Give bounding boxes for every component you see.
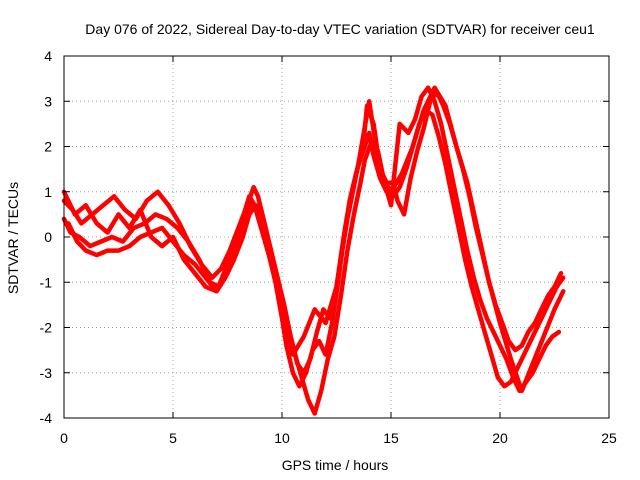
x-axis-ticks: 0 5 10 15 20 25: [60, 56, 617, 446]
y-tick-label: 3: [44, 93, 52, 109]
x-tick-label: 10: [274, 430, 290, 446]
y-tick-label: 4: [44, 48, 52, 64]
chart-title: Day 076 of 2022, Sidereal Day-to-day VTE…: [85, 21, 595, 37]
y-axis-ticks: -4 -3 -2 -1 0 1 2 3 4: [40, 48, 609, 426]
x-tick-label: 25: [601, 430, 617, 446]
x-tick-label: 0: [60, 430, 68, 446]
y-tick-label: 0: [44, 229, 52, 245]
series-4-line: [61, 85, 566, 394]
x-tick-label: 15: [383, 430, 399, 446]
y-tick-label: -2: [40, 320, 53, 336]
data-series: [61, 85, 566, 416]
y-tick-label: 1: [44, 184, 52, 200]
x-axis-label: GPS time / hours: [282, 457, 389, 473]
y-tick-label: -4: [40, 410, 53, 426]
x-tick-label: 5: [169, 430, 177, 446]
y-tick-label: 2: [44, 139, 52, 155]
x-tick-label: 20: [492, 430, 508, 446]
y-axis-label: SDTVAR / TECUs: [5, 182, 21, 294]
y-tick-label: -1: [40, 274, 53, 290]
y-tick-label: -3: [40, 365, 53, 381]
series-3-line: [66, 85, 562, 416]
